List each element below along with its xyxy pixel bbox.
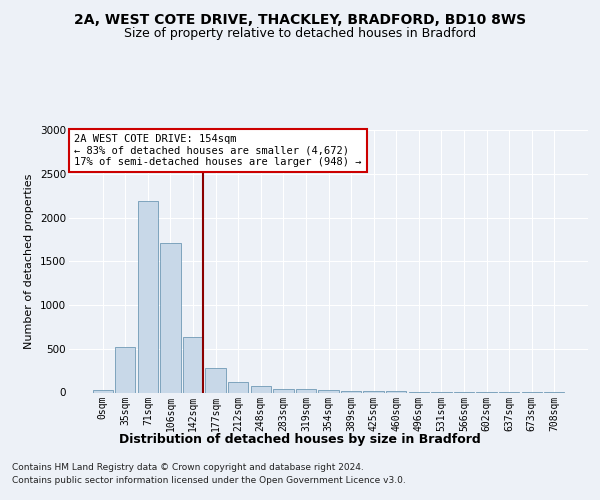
Text: Contains public sector information licensed under the Open Government Licence v3: Contains public sector information licen… xyxy=(12,476,406,485)
Bar xyxy=(138,201,158,392)
Bar xyxy=(364,391,384,392)
Bar xyxy=(160,243,181,392)
Bar xyxy=(341,391,361,392)
Text: 2A, WEST COTE DRIVE, THACKLEY, BRADFORD, BD10 8WS: 2A, WEST COTE DRIVE, THACKLEY, BRADFORD,… xyxy=(74,12,526,26)
Text: 2A WEST COTE DRIVE: 154sqm
← 83% of detached houses are smaller (4,672)
17% of s: 2A WEST COTE DRIVE: 154sqm ← 83% of deta… xyxy=(74,134,362,167)
Bar xyxy=(205,368,226,392)
Text: Distribution of detached houses by size in Bradford: Distribution of detached houses by size … xyxy=(119,432,481,446)
Bar xyxy=(115,347,136,393)
Bar xyxy=(386,391,406,392)
Bar xyxy=(251,386,271,392)
Bar xyxy=(92,390,113,392)
Bar xyxy=(296,390,316,392)
Text: Contains HM Land Registry data © Crown copyright and database right 2024.: Contains HM Land Registry data © Crown c… xyxy=(12,462,364,471)
Bar xyxy=(228,382,248,392)
Bar xyxy=(273,388,293,392)
Y-axis label: Number of detached properties: Number of detached properties xyxy=(25,174,34,349)
Text: Size of property relative to detached houses in Bradford: Size of property relative to detached ho… xyxy=(124,28,476,40)
Bar xyxy=(319,390,338,392)
Bar xyxy=(183,337,203,392)
